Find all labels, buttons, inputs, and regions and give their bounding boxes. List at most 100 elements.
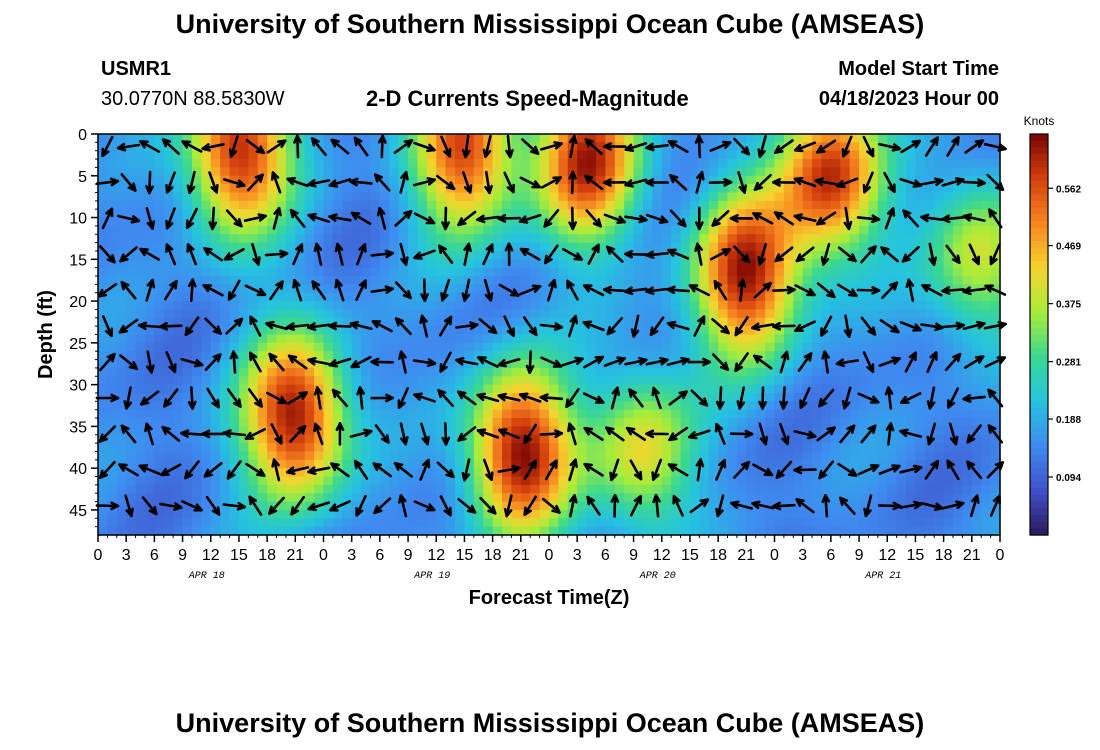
current-arrow	[668, 426, 689, 442]
current-arrow	[857, 464, 880, 476]
current-arrow	[268, 496, 285, 515]
current-arrow	[624, 142, 648, 152]
date-label: APR 21	[864, 571, 901, 582]
current-arrow	[482, 135, 492, 158]
current-arrow	[624, 249, 648, 259]
current-arrow	[666, 320, 690, 331]
current-arrow	[244, 284, 267, 297]
current-arrow	[310, 137, 327, 156]
current-arrow	[394, 281, 412, 300]
current-arrow	[694, 134, 704, 159]
current-arrow	[928, 242, 937, 266]
current-arrow	[884, 386, 894, 410]
current-arrow	[286, 176, 309, 188]
y-tick-label: 20	[69, 294, 87, 311]
current-arrow	[793, 176, 817, 188]
current-arrow	[836, 283, 858, 298]
current-arrow	[163, 388, 179, 408]
y-tick-label: 35	[69, 419, 87, 436]
current-arrow	[370, 249, 395, 259]
current-arrow	[583, 355, 605, 369]
current-arrow	[476, 392, 500, 403]
current-arrow	[713, 279, 728, 301]
current-arrow	[841, 386, 852, 410]
current-arrow	[835, 358, 860, 368]
current-arrow	[989, 243, 1001, 266]
current-arrow	[457, 497, 477, 514]
current-arrow	[420, 278, 429, 303]
station-coordinates: 30.0770N 88.5830W	[101, 88, 285, 110]
current-arrow	[292, 278, 303, 302]
current-arrow	[690, 389, 709, 407]
current-arrow	[860, 316, 877, 336]
current-arrow	[565, 387, 580, 408]
current-arrow	[519, 284, 542, 296]
current-arrow	[243, 213, 267, 222]
current-arrow	[946, 136, 960, 157]
current-arrow	[667, 140, 689, 154]
current-arrow	[602, 142, 627, 151]
current-arrow	[941, 214, 965, 224]
current-arrow	[165, 243, 177, 266]
current-arrow	[441, 422, 451, 446]
current-arrow	[438, 315, 453, 337]
current-arrow	[730, 500, 754, 510]
current-arrow	[137, 321, 162, 331]
current-arrow	[393, 139, 414, 154]
current-arrow	[439, 351, 452, 373]
current-arrow	[899, 428, 923, 438]
current-arrow	[139, 247, 161, 261]
current-arrow	[372, 462, 393, 478]
current-arrow	[420, 422, 430, 446]
x-tick-label: 21	[286, 547, 304, 564]
current-arrow	[962, 213, 986, 222]
current-arrow	[394, 210, 413, 227]
current-arrow	[880, 281, 899, 300]
current-arrow	[963, 355, 985, 369]
current-arrow	[353, 459, 369, 480]
current-arrow	[145, 278, 156, 302]
current-arrow	[330, 462, 350, 478]
current-arrow	[478, 318, 498, 335]
current-arrow	[116, 142, 141, 152]
current-arrow	[630, 314, 640, 338]
current-arrow	[751, 322, 775, 332]
current-arrow	[645, 178, 669, 187]
current-arrow	[497, 428, 521, 440]
current-arrow	[628, 388, 644, 408]
current-arrow	[349, 177, 373, 187]
current-arrow	[373, 497, 392, 515]
current-arrow	[582, 320, 605, 332]
current-arrow	[245, 462, 266, 477]
current-arrow	[270, 423, 283, 445]
current-arrow	[757, 243, 768, 266]
current-arrow	[544, 459, 558, 481]
current-arrow	[837, 462, 858, 477]
x-tick-label: 0	[545, 547, 554, 564]
current-arrow	[413, 141, 436, 153]
current-arrow	[328, 213, 352, 222]
current-arrow	[583, 174, 604, 191]
current-arrow	[900, 139, 922, 154]
current-arrow	[476, 428, 500, 439]
current-arrow	[482, 458, 494, 482]
current-arrow	[140, 390, 160, 406]
chart-subtitle: 2-D Currents Speed-Magnitude	[366, 86, 689, 111]
current-arrow	[307, 466, 331, 475]
current-arrow	[715, 494, 725, 518]
current-arrow	[879, 318, 900, 334]
current-arrow	[734, 316, 749, 337]
current-arrow	[926, 351, 938, 374]
x-tick-label: 12	[653, 547, 671, 564]
current-arrow	[962, 178, 986, 187]
current-arrow	[222, 429, 246, 438]
x-tick-label: 3	[573, 547, 582, 564]
current-arrow	[160, 463, 182, 477]
current-arrow	[118, 318, 139, 334]
current-arrow	[899, 464, 923, 474]
current-arrow	[99, 460, 116, 479]
current-arrow	[733, 245, 751, 264]
current-arrow	[519, 247, 541, 261]
current-arrow	[794, 320, 816, 332]
current-arrow	[95, 177, 120, 187]
